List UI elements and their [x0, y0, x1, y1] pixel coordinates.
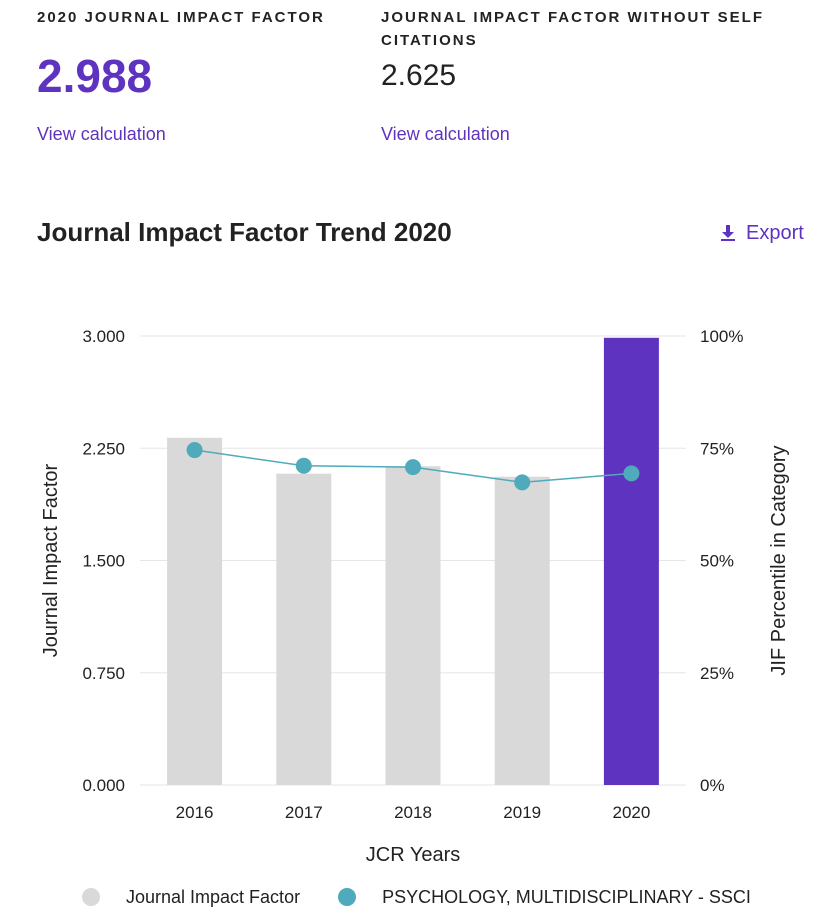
- y2-axis-title: JIF Percentile in Category: [768, 445, 790, 675]
- jif-trend-chart: 0.000 0.750 1.500 2.250 3.000 0% 25% 50% 75% 100%…: [40, 327, 790, 866]
- x-tick-label: 2017: [285, 803, 323, 822]
- download-icon: [720, 224, 736, 242]
- jif-value: 2.988: [37, 50, 153, 102]
- y2-tick-label: 75%: [700, 439, 734, 458]
- x-tick-label: 2020: [612, 803, 650, 822]
- jif-bar-2016[interactable]: [167, 437, 223, 785]
- jif-without-self-citations-value: 2.625: [381, 59, 457, 92]
- x-tick-label: 2019: [503, 803, 541, 822]
- legend-label-category: PSYCHOLOGY, MULTIDISCIPLINARY - SSCI: [382, 886, 751, 907]
- y-tick-label: 0.000: [82, 776, 125, 795]
- y-tick-label: 2.250: [82, 439, 125, 458]
- y2-tick-label: 100%: [700, 327, 743, 346]
- x-tick-label: 2018: [394, 803, 432, 822]
- percentile-point-2020[interactable]: [623, 465, 640, 482]
- jif-bar-2020[interactable]: [603, 337, 659, 785]
- y2-tick-label: 25%: [700, 664, 734, 683]
- jif-bar-2017[interactable]: [276, 473, 332, 785]
- percentile-point-2018[interactable]: [405, 459, 421, 476]
- trend-title: Journal Impact Factor Trend 2020: [37, 217, 452, 247]
- jif-bar-2019[interactable]: [494, 476, 550, 785]
- export-label: Export: [746, 221, 804, 244]
- legend-item-category[interactable]: PSYCHOLOGY, MULTIDISCIPLINARY - SSCI: [338, 887, 751, 908]
- jif-label: 2020 JOURNAL IMPACT FACTOR: [37, 9, 325, 26]
- jif-bar-2018[interactable]: [385, 466, 441, 785]
- x-tick-label: 2016: [176, 803, 214, 822]
- y2-tick-label: 50%: [700, 552, 734, 571]
- x-axis-title: JCR Years: [366, 844, 461, 866]
- export-button[interactable]: Export: [720, 220, 804, 246]
- chart-legend: Journal Impact Factor PSYCHOLOGY, MULTID…: [82, 884, 789, 910]
- jif-without-self-citations-view-calculation-link[interactable]: View calculation: [381, 124, 510, 144]
- legend-swatch-jif: [82, 888, 100, 906]
- y2-tick-label: 0%: [700, 776, 725, 795]
- percentile-point-2019[interactable]: [514, 474, 531, 491]
- legend-item-jif[interactable]: Journal Impact Factor: [82, 887, 300, 908]
- legend-swatch-category: [338, 888, 357, 906]
- y-tick-label: 3.000: [82, 327, 125, 346]
- jif-view-calculation-link[interactable]: View calculation: [37, 124, 166, 144]
- y-axis-title: Journal Impact Factor: [40, 463, 62, 657]
- percentile-point-2017[interactable]: [295, 457, 312, 474]
- y-tick-label: 0.750: [82, 664, 125, 683]
- jif-metric: 2020 JOURNAL IMPACT FACTOR 2.988 View ca…: [37, 6, 347, 144]
- legend-label-jif: Journal Impact Factor: [126, 886, 301, 907]
- jif-without-self-citations-label: JOURNAL IMPACT FACTOR WITHOUT SELF CITAT…: [381, 9, 764, 49]
- jif-without-self-citations-metric: JOURNAL IMPACT FACTOR WITHOUT SELF CITAT…: [381, 6, 801, 144]
- y-tick-label: 1.500: [82, 552, 125, 571]
- percentile-point-2016[interactable]: [186, 442, 203, 459]
